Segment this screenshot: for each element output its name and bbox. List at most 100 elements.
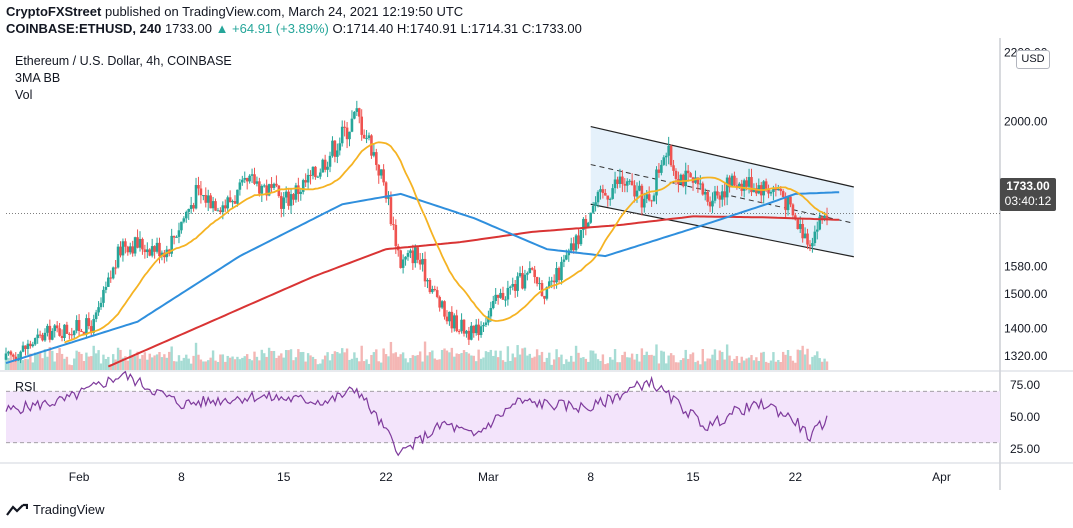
indicator-ma-bb[interactable]: 3MA BB [15,71,61,85]
indicator-rsi[interactable]: RSI [15,380,36,394]
candle-body [170,235,173,254]
candle-body [423,258,427,282]
volume-bar [645,351,648,370]
candle-body [813,231,817,244]
candle-body [146,249,149,253]
volume-bar [160,357,164,370]
candle-body [555,267,558,283]
candle-body [725,177,729,198]
volume-bar [565,359,568,370]
candle-body [596,191,600,203]
volume-bar [781,351,785,370]
candle-body [650,200,653,202]
candle-body [611,188,614,199]
volume-bar [29,353,32,370]
volume-bar [691,352,695,370]
candle-body [287,191,290,206]
candle-body [779,188,783,192]
candle-body [306,174,310,183]
candle-body [742,180,746,191]
volume-bar [148,353,151,370]
volume-bar [16,354,20,370]
volume-bar [177,355,181,370]
candle-body [652,195,656,202]
volume-bar [462,350,466,370]
volume-bar [823,358,826,370]
candle-body [655,169,658,196]
candle-body [684,170,688,187]
volume-bar [302,351,305,370]
volume-bar [752,360,756,370]
volume-bar [433,358,436,370]
candle-body [418,259,422,265]
volume-bar [531,357,534,370]
candle-body [462,319,466,334]
candle-body [526,273,529,275]
volume-bar [65,356,69,370]
candle-body [440,301,444,308]
candle-body [616,179,619,184]
volume-bar [365,359,368,370]
candle-body [392,224,395,226]
indicator-volume[interactable]: Vol [15,88,33,102]
candle-body [297,185,300,194]
volume-bar [277,355,281,370]
candle-body [518,273,522,277]
volume-bar [455,353,458,370]
candle-body [194,185,198,209]
candle-body [226,197,230,209]
candle-body [362,134,366,139]
volume-bar [409,358,412,370]
candle-body [713,191,717,201]
currency-unit-button[interactable]: USD [1016,50,1050,69]
candle-body [445,316,449,322]
candle-body [24,345,27,349]
candle-body [270,184,273,188]
volume-bar [796,349,799,370]
volume-bar [818,358,821,370]
last-price-tag-value: 1733.00 [1006,179,1050,193]
volume-bar [567,361,570,370]
volume-bar [331,353,334,370]
volume-bar [7,357,10,370]
candle-body [233,201,237,204]
volume-bar [199,359,203,370]
volume-bar [384,354,388,370]
candle-body [579,229,583,245]
chart-title: Ethereum / U.S. Dollar, 4h, COINBASE [15,54,232,68]
volume-bar [411,355,415,370]
volume-bar [24,358,27,370]
candle-body [798,224,802,229]
candle-body [472,325,476,334]
volume-bar [733,358,736,370]
candle-body [474,324,478,334]
candle-body [584,218,588,228]
candle-body [776,188,780,191]
volume-bar [806,348,809,370]
candle-body [552,280,556,283]
volume-bar [589,350,592,370]
tradingview-logo[interactable]: TradingView [6,502,105,517]
candle-body [9,351,13,355]
volume-bar [87,356,91,370]
volume-bar [423,341,427,370]
candle-body [350,118,354,132]
volume-bar [757,360,761,370]
volume-bar [358,361,361,370]
candle-body [377,164,381,176]
volume-bar [421,361,424,370]
candle-body [818,216,822,230]
volume-bar [545,357,549,370]
volume-bar [129,349,132,370]
candle-body [228,197,232,203]
candle-body [569,243,573,251]
candle-body [643,198,646,208]
volume-bar [543,361,546,370]
volume-bar [540,351,544,370]
volume-bar [574,345,578,370]
volume-bar [202,361,205,370]
volume-bar [14,360,17,370]
candle-body [699,183,702,185]
candle-body [733,175,736,186]
